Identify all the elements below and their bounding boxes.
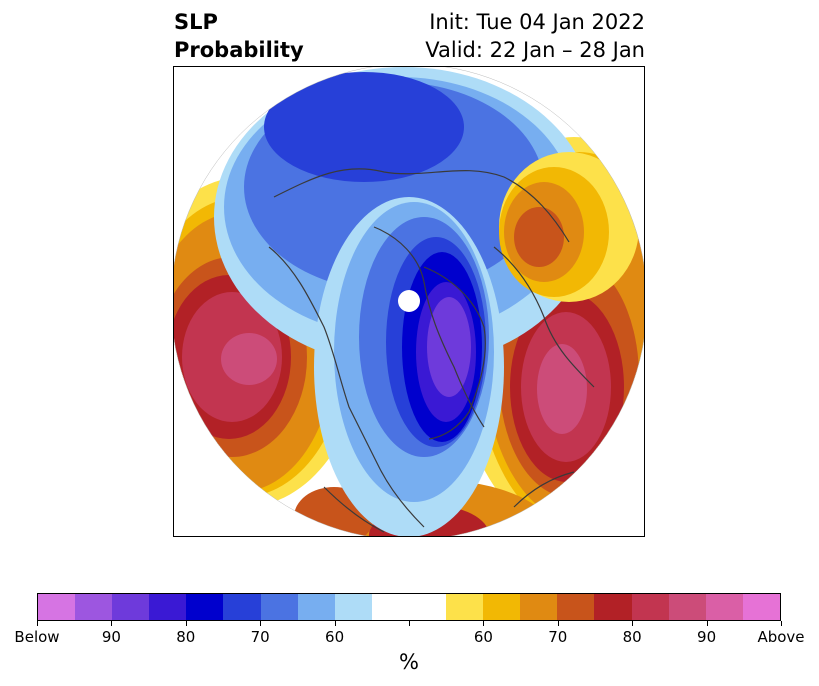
valid-range: Valid: 22 Jan – 28 Jan xyxy=(425,38,645,62)
colorbar-tick-mark xyxy=(37,621,38,626)
title-variable: SLP xyxy=(174,10,218,34)
colorbar-swatch xyxy=(557,594,595,620)
colorbar-swatch xyxy=(334,594,372,620)
map-panel xyxy=(173,66,645,537)
colorbar-tick-label: 80 xyxy=(622,628,642,646)
slp-probability-map xyxy=(174,67,644,536)
colorbar-swatch xyxy=(631,594,669,620)
colorbar-swatch xyxy=(223,594,261,620)
colorbar-swatch xyxy=(483,594,521,620)
colorbar-swatch xyxy=(446,594,484,620)
colorbar-swatch xyxy=(38,594,76,620)
arctic-low-70 xyxy=(264,72,464,182)
colorbar-swatch xyxy=(408,594,447,620)
colorbar-swatch xyxy=(742,594,780,620)
colorbar-unit-label: % xyxy=(399,650,419,674)
colorbar-tick-mark xyxy=(706,621,708,626)
colorbar-tick-mark xyxy=(781,621,782,626)
colorbar-tick-label: 60 xyxy=(473,628,493,646)
init-date: Init: Tue 04 Jan 2022 xyxy=(429,10,645,34)
colorbar-tick-label: 90 xyxy=(101,628,121,646)
colorbar-tick-mark xyxy=(483,621,485,626)
colorbar-tick-label: 70 xyxy=(548,628,568,646)
coastlines xyxy=(268,168,595,533)
colorbar-swatch xyxy=(112,594,150,620)
colorbar-tick-mark xyxy=(409,621,410,626)
colorbar xyxy=(37,593,781,621)
colorbar-swatch xyxy=(668,594,706,620)
colorbar-tick-label: 90 xyxy=(697,628,717,646)
colorbar-tick-mark xyxy=(632,621,634,626)
colorbar-tick-mark xyxy=(260,621,262,626)
colorbar-tick-mark xyxy=(557,621,559,626)
colorbar-swatch xyxy=(705,594,743,620)
probability-field xyxy=(174,67,644,536)
title-left: SLP Probability xyxy=(174,8,304,64)
colorbar-tick-label: Above xyxy=(757,628,805,646)
atlantic-high-90 xyxy=(537,344,587,434)
pacific-high-90 xyxy=(221,333,277,385)
colorbar-tick-label: Below xyxy=(14,628,60,646)
colorbar-swatch xyxy=(297,594,335,620)
colorbar-swatch xyxy=(260,594,298,620)
colorbar-swatch xyxy=(149,594,187,620)
north-pole-marker xyxy=(398,290,420,312)
colorbar-swatch xyxy=(594,594,632,620)
title-product: Probability xyxy=(174,38,304,62)
colorbar-tick-mark xyxy=(185,621,187,626)
colorbar-swatch xyxy=(371,594,409,620)
colorbar-swatch xyxy=(75,594,113,620)
colorbar-tick-label: 60 xyxy=(325,628,345,646)
siberia-high-75 xyxy=(514,207,564,267)
colorbar-swatch xyxy=(186,594,224,620)
colorbar-tick-mark xyxy=(111,621,113,626)
colorbar-tick-label: 70 xyxy=(250,628,270,646)
title-right: Init: Tue 04 Jan 2022 Valid: 22 Jan – 28… xyxy=(425,8,645,64)
colorbar-tick-label: 80 xyxy=(176,628,196,646)
colorbar-tick-mark xyxy=(334,621,336,626)
canada-low-85 xyxy=(427,297,471,397)
colorbar-swatch xyxy=(520,594,558,620)
